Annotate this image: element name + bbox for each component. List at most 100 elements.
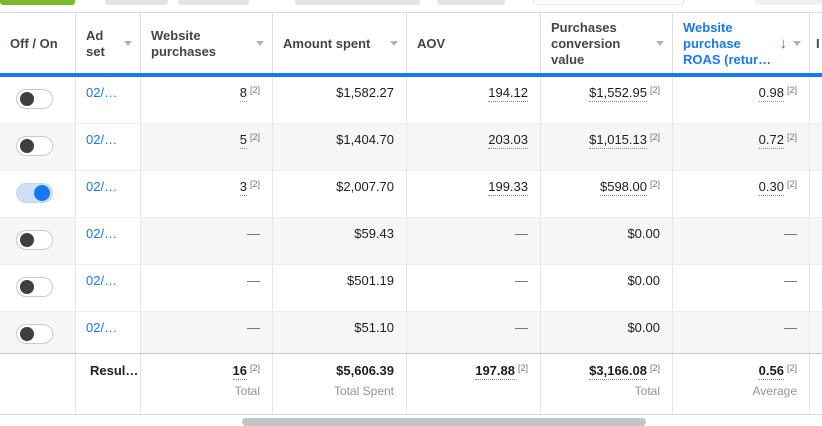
roas-cell: —: [673, 312, 810, 358]
aov-value[interactable]: —: [515, 226, 528, 241]
purchases-conversion-value[interactable]: $0.00: [627, 320, 660, 335]
footnote-ref: [2]: [649, 132, 660, 142]
aov-value[interactable]: 203.03: [488, 132, 528, 149]
website-purchases-value[interactable]: 5: [239, 132, 247, 149]
roas-value[interactable]: 0.30: [758, 179, 784, 196]
amount-spent-cell: $1,582.27: [273, 77, 407, 123]
purchases-conversion-value[interactable]: $598.00: [599, 179, 647, 196]
roas-value[interactable]: 0.98: [758, 85, 784, 102]
ad-set-cell: 02/…: [76, 265, 141, 311]
column-header-off-on: Off / On: [0, 13, 76, 74]
footnote-ref: [2]: [249, 363, 260, 373]
website-purchases-value[interactable]: 8: [239, 85, 247, 102]
column-header-website-purchases[interactable]: Website purchases: [141, 13, 273, 74]
website-purchases-value[interactable]: —: [247, 273, 260, 288]
roas-value[interactable]: —: [784, 320, 797, 335]
table-row: 02/… 5 [2] $1,404.70 203.03 $1,015.13 [2] …: [0, 123, 822, 170]
table-row: 02/… — $51.10 — $0.00 —: [0, 311, 822, 358]
ad-set-toggle[interactable]: [16, 277, 53, 297]
gray-button-fragment[interactable]: [755, 0, 822, 5]
column-header-ad-set[interactable]: Ad set: [76, 13, 141, 74]
purchases-conversion-value[interactable]: $0.00: [627, 226, 660, 241]
ad-set-toggle[interactable]: [16, 324, 53, 344]
toggle-cell: [0, 77, 76, 123]
aov-cell: 203.03: [407, 124, 541, 170]
ad-set-toggle[interactable]: [16, 89, 53, 109]
column-label: Website purchase ROAS (retur…: [683, 19, 772, 67]
footnote-ref: [2]: [649, 85, 660, 95]
purchases-conversion-value[interactable]: $1,015.13: [589, 132, 647, 149]
results-toggle-cell: [0, 354, 76, 414]
gray-button-fragment[interactable]: [437, 0, 505, 5]
horizontal-scrollbar-thumb[interactable]: [242, 418, 646, 426]
light-button-fragment[interactable]: [533, 0, 684, 5]
gray-button-fragment[interactable]: [178, 0, 249, 5]
ad-set-link[interactable]: 02/…: [86, 226, 118, 241]
ad-set-toggle[interactable]: [16, 136, 53, 156]
gray-button-fragment[interactable]: [105, 0, 168, 5]
ad-set-cell: 02/…: [76, 124, 141, 170]
column-label: Ad set: [86, 27, 105, 59]
green-button-fragment[interactable]: [0, 0, 75, 5]
toolbar-strip: [0, 0, 822, 12]
column-header-amount-spent[interactable]: Amount spent: [273, 13, 407, 74]
table-header: Off / On Ad set Website purchases Amount…: [0, 12, 822, 74]
roas-value[interactable]: —: [784, 273, 797, 288]
purchases-conversion-value-cell: $598.00 [2]: [541, 171, 673, 217]
footnote-ref: [2]: [249, 132, 260, 142]
aov-value[interactable]: 199.33: [488, 179, 528, 196]
partial-cell: [810, 171, 822, 217]
footnote-ref: [2]: [649, 363, 660, 373]
website-purchases-value[interactable]: —: [247, 320, 260, 335]
roas-cell: —: [673, 218, 810, 264]
roas-value[interactable]: —: [784, 226, 797, 241]
gray-button-fragment[interactable]: [295, 0, 420, 5]
toggle-cell: [0, 124, 76, 170]
column-header-partial: I: [810, 13, 822, 74]
chevron-down-icon: [390, 41, 398, 46]
footnote-ref: [2]: [649, 179, 660, 189]
purchases-conversion-value[interactable]: $0.00: [627, 273, 660, 288]
website-purchases-value[interactable]: 3: [239, 179, 247, 196]
results-roas-value[interactable]: 0.56: [758, 363, 784, 380]
ad-set-toggle[interactable]: [16, 230, 53, 250]
aov-value[interactable]: 194.12: [488, 85, 528, 102]
ad-set-toggle[interactable]: [16, 183, 53, 203]
table-row: 02/… — $501.19 — $0.00 —: [0, 264, 822, 311]
ad-set-link[interactable]: 02/…: [86, 85, 118, 100]
ad-set-cell: 02/…: [76, 312, 141, 358]
aov-cell: —: [407, 218, 541, 264]
toggle-knob: [20, 327, 34, 341]
results-purchases-cell: 16 [2] Total: [141, 354, 273, 414]
results-partial-cell: [810, 354, 822, 414]
column-header-website-purchase-roas[interactable]: Website purchase ROAS (retur… ↓: [673, 13, 810, 74]
toggle-cell: [0, 265, 76, 311]
chevron-down-icon: [256, 41, 264, 46]
results-sublabel: Average: [752, 384, 797, 398]
ad-set-link[interactable]: 02/…: [86, 273, 118, 288]
results-pcv-value[interactable]: $3,166.08: [589, 363, 647, 380]
purchases-conversion-value-cell: $0.00: [541, 265, 673, 311]
purchases-conversion-value[interactable]: $1,552.95: [589, 85, 647, 102]
ad-set-link[interactable]: 02/…: [86, 132, 118, 147]
ad-set-cell: 02/…: [76, 77, 141, 123]
chevron-down-icon: [124, 41, 132, 46]
column-header-aov[interactable]: AOV: [407, 13, 541, 74]
aov-value[interactable]: —: [515, 320, 528, 335]
ad-set-link[interactable]: 02/…: [86, 179, 118, 194]
results-aov-value[interactable]: 197.88: [475, 363, 515, 380]
roas-cell: 0.98 [2]: [673, 77, 810, 123]
purchases-conversion-value-cell: $0.00: [541, 312, 673, 358]
aov-value[interactable]: —: [515, 273, 528, 288]
results-purchases-value[interactable]: 16: [232, 363, 247, 380]
column-header-purchases-conversion-value[interactable]: Purchases conversion value: [541, 13, 673, 74]
website-purchases-value[interactable]: —: [247, 226, 260, 241]
roas-value[interactable]: 0.72: [758, 132, 784, 149]
purchases-conversion-value-cell: $1,552.95 [2]: [541, 77, 673, 123]
amount-spent-value: $501.19: [347, 273, 394, 288]
footnote-ref: [2]: [517, 363, 528, 373]
ad-set-link[interactable]: 02/…: [86, 320, 118, 335]
results-sublabel: Total: [234, 384, 260, 398]
chevron-down-icon: [656, 41, 664, 46]
roas-cell: 0.72 [2]: [673, 124, 810, 170]
